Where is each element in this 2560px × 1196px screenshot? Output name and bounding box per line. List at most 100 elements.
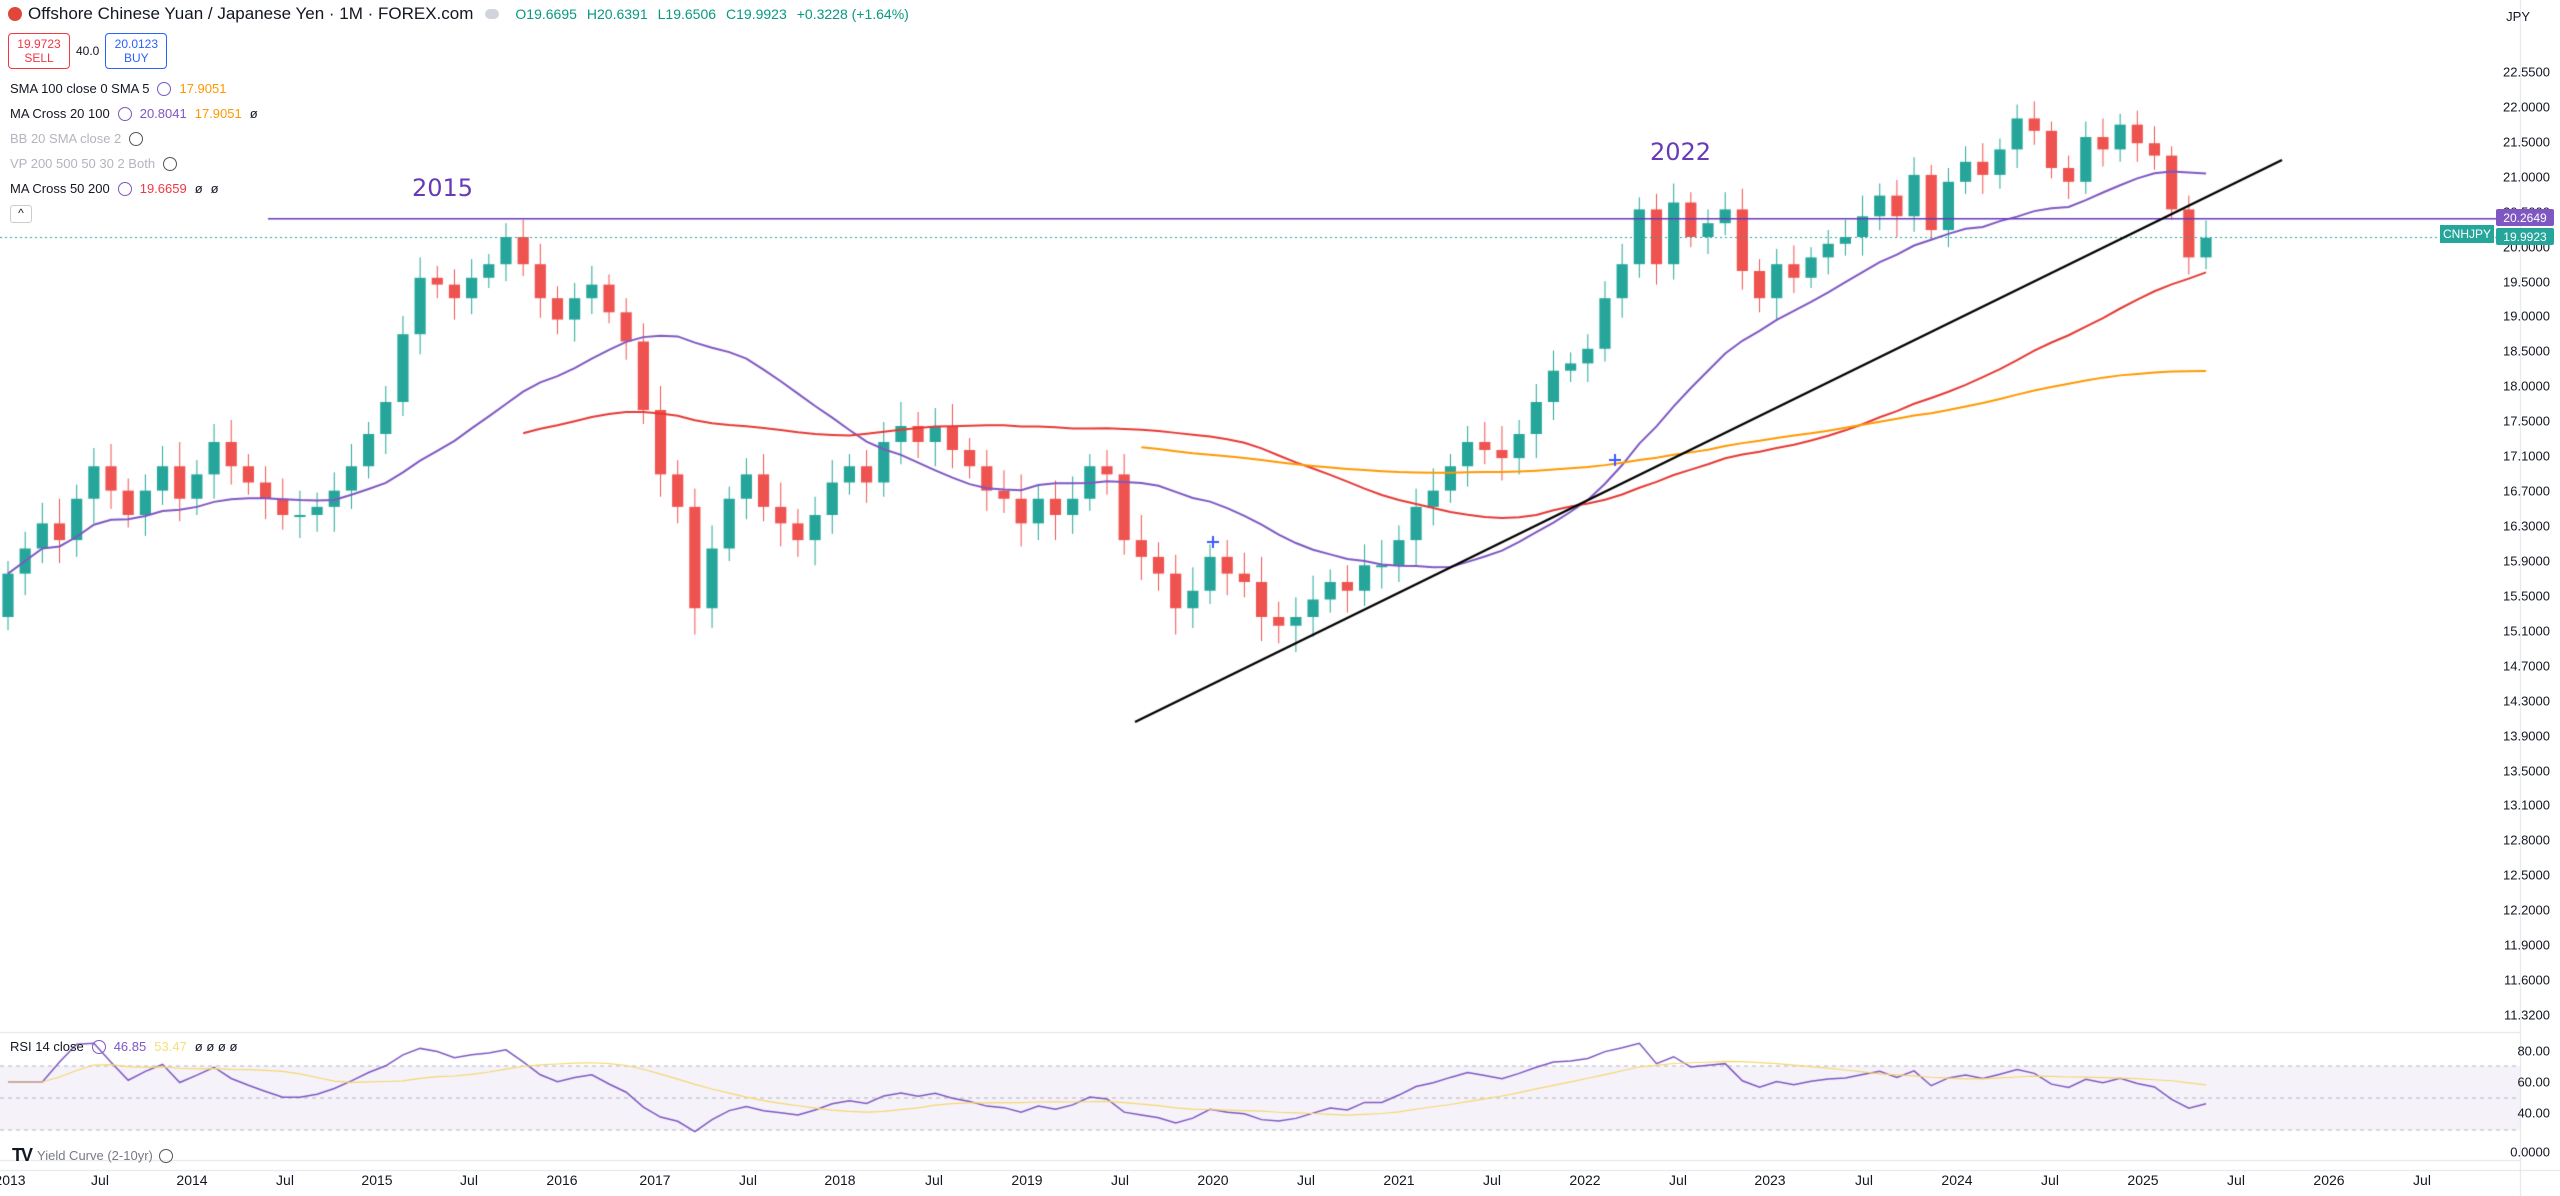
rsi-tick: 0.0000 [2510, 1144, 2550, 1160]
price-tick: 14.7000 [2503, 658, 2550, 674]
buy-label: BUY [124, 51, 149, 65]
time-tick: 2022 [1569, 1172, 1601, 1188]
high-value: H20.6391 [586, 6, 648, 22]
price-tick: 12.2000 [2503, 902, 2550, 918]
trade-buttons: 19.9723 SELL 40.0 20.0123 BUY [8, 33, 168, 69]
price-tick: 11.3200 [2503, 1007, 2550, 1023]
chart-header: Offshore Chinese Yuan / Japanese Yen · 1… [0, 0, 909, 28]
indicator-settings-icon [117, 181, 132, 196]
price-tick: 11.6000 [2503, 972, 2550, 988]
hidden-eye-icon [163, 156, 178, 171]
spread-value: 40.0 [76, 44, 100, 58]
price-tick: 21.0000 [2503, 169, 2550, 185]
sell-label: SELL [24, 51, 54, 65]
time-tick: Jul [1297, 1172, 1315, 1188]
rsi-tick: 60.00 [2517, 1074, 2550, 1090]
collapse-header-icon[interactable] [485, 9, 500, 19]
time-tick: 2014 [176, 1172, 208, 1188]
rsi-legend[interactable]: RSI 14 close 46.85 53.47 ø ø ø ø [10, 1039, 238, 1054]
indicator-row[interactable]: SMA 100 close 0 SMA 5 17.9051 [10, 81, 227, 96]
price-tick: 18.5000 [2503, 343, 2550, 359]
price-tick: 13.5000 [2503, 763, 2550, 779]
currency-label[interactable]: JPY [2506, 9, 2530, 24]
rsi-tick: 40.00 [2517, 1105, 2550, 1121]
hidden-eye-icon [158, 1148, 173, 1163]
time-tick: 2019 [1011, 1172, 1043, 1188]
indicator-settings-icon [157, 81, 172, 96]
price-tick: 12.8000 [2503, 832, 2550, 848]
change-value: +0.3228 (+1.64%) [796, 6, 909, 22]
price-tick: 17.1000 [2503, 448, 2550, 464]
time-tick: 2017 [639, 1172, 671, 1188]
time-tick: Jul [1483, 1172, 1501, 1188]
symbol-logo-icon [8, 7, 22, 21]
price-tick: 15.5000 [2503, 588, 2550, 604]
indicator-legend: SMA 100 close 0 SMA 5 17.9051 MA Cross 2… [10, 76, 258, 226]
time-tick: Jul [460, 1172, 478, 1188]
indicator-row[interactable]: VP 200 500 50 30 2 Both [10, 151, 258, 176]
price-tick: 17.5000 [2503, 413, 2550, 429]
time-tick: 2013 [0, 1172, 26, 1188]
annotation-2022: 2022 [1650, 138, 1712, 166]
last-price-tag: 19.9923 [2496, 228, 2554, 245]
price-tick: 19.5000 [2503, 274, 2550, 290]
price-tick: 18.0000 [2503, 378, 2550, 394]
time-tick: 2023 [1754, 1172, 1786, 1188]
price-tick: 19.0000 [2503, 308, 2550, 324]
time-tick: Jul [276, 1172, 294, 1188]
collapse-legend-button[interactable]: ^ [10, 204, 32, 223]
symbol-tag: CNHJPY [2440, 225, 2494, 243]
price-tick: 22.5500 [2503, 64, 2550, 80]
time-tick: 2020 [1197, 1172, 1229, 1188]
hline-price-tag: 20.2649 [2496, 209, 2554, 226]
time-tick: Jul [2227, 1172, 2245, 1188]
indicator-row[interactable]: BB 20 SMA close 2 [10, 126, 258, 151]
time-tick: Jul [2413, 1172, 2431, 1188]
price-tick: 12.5000 [2503, 867, 2550, 883]
price-tick: 16.3000 [2503, 518, 2550, 534]
time-tick: Jul [925, 1172, 943, 1188]
annotation-2015: 2015 [412, 174, 474, 202]
time-tick: Jul [2041, 1172, 2059, 1188]
buy-price: 20.0123 [114, 37, 159, 51]
time-tick: Jul [91, 1172, 109, 1188]
close-value: C19.9923 [726, 6, 787, 22]
hidden-eye-icon [129, 131, 144, 146]
indicator-row[interactable]: MA Cross 50 200 19.6659 ø ø [10, 181, 219, 196]
open-value: O19.6695 [515, 6, 577, 22]
indicator-row[interactable]: MA Cross 20 100 20.8041 17.9051 ø [10, 106, 258, 121]
ohlc-values: O19.6695 H20.6391 L19.6506 C19.9923 +0.3… [515, 6, 908, 22]
time-tick: 2016 [546, 1172, 578, 1188]
price-tick: 22.0000 [2503, 99, 2550, 115]
time-tick: Jul [1111, 1172, 1129, 1188]
price-tick: 13.9000 [2503, 728, 2550, 744]
price-tick: 13.1000 [2503, 797, 2550, 813]
time-axis[interactable]: 2013 Jul 2014 Jul 2015 Jul 2016 2017 Jul 2018 Jul 2… [0, 1172, 2520, 1194]
indicator-settings-icon [91, 1039, 106, 1054]
low-value: L19.6506 [657, 6, 717, 22]
price-tick: 15.1000 [2503, 623, 2550, 639]
time-tick: 2025 [2127, 1172, 2159, 1188]
time-tick: 2015 [361, 1172, 393, 1188]
time-tick: Jul [739, 1172, 757, 1188]
time-tick: 2018 [824, 1172, 856, 1188]
sell-button[interactable]: 19.9723 SELL [8, 33, 70, 69]
sell-price: 19.9723 [17, 37, 61, 51]
time-tick: Jul [1669, 1172, 1687, 1188]
price-tick: 15.9000 [2503, 553, 2550, 569]
time-tick: 2026 [2313, 1172, 2345, 1188]
tv-logo-icon: TV [12, 1145, 33, 1165]
price-tick: 16.7000 [2503, 483, 2550, 499]
price-tick: 21.5000 [2503, 134, 2550, 150]
time-tick: 2024 [1941, 1172, 1973, 1188]
price-tick: 11.9000 [2503, 937, 2550, 953]
yield-curve-legend[interactable]: TV Yield Curve (2-10yr) [12, 1145, 173, 1166]
time-tick: 2021 [1383, 1172, 1415, 1188]
rsi-tick: 80.00 [2517, 1043, 2550, 1059]
symbol-title[interactable]: Offshore Chinese Yuan / Japanese Yen · 1… [28, 4, 474, 23]
time-tick: Jul [1855, 1172, 1873, 1188]
buy-button[interactable]: 20.0123 BUY [105, 33, 168, 69]
indicator-settings-icon [117, 106, 132, 121]
price-tick: 14.3000 [2503, 693, 2550, 709]
